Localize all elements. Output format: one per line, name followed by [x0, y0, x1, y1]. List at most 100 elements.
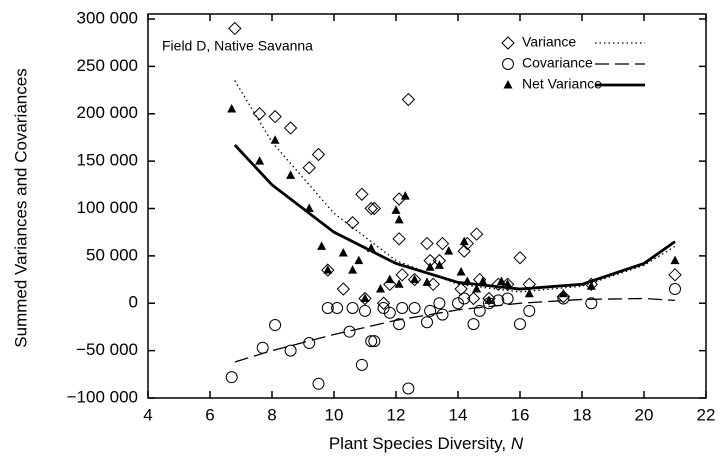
diamond-point	[336, 282, 351, 296]
triangle-point	[558, 288, 568, 298]
y-tick-label: 50 000	[86, 245, 138, 264]
circle-point	[514, 318, 526, 331]
circle-point	[359, 304, 371, 317]
x-tick-label: 4	[143, 405, 152, 424]
triangle-point	[360, 293, 370, 303]
triangle-point	[478, 276, 488, 285]
diamond-point	[283, 121, 298, 135]
fit-line	[234, 80, 676, 293]
y-tick-label: 250 000	[77, 56, 138, 75]
y-tick-label: 150 000	[77, 151, 138, 170]
triangle-point	[255, 156, 265, 165]
circle-point	[312, 377, 325, 390]
circle-point	[669, 283, 681, 296]
diamond-point	[252, 107, 267, 121]
legend-marker	[503, 80, 513, 89]
circle-point	[433, 297, 446, 310]
diamond-point	[392, 232, 406, 246]
triangle-point	[376, 284, 385, 293]
diamond-point	[268, 109, 282, 124]
circle-point	[492, 294, 505, 307]
x-tick-label: 12	[387, 405, 406, 424]
triangle-point	[354, 255, 364, 265]
x-tick-label: 8	[267, 405, 276, 424]
legend-label: Variance	[522, 34, 576, 50]
triangle-point	[385, 274, 395, 284]
triangle-point	[304, 203, 314, 212]
triangle-point	[394, 279, 404, 288]
triangle-point	[286, 170, 296, 179]
legend-marker	[501, 36, 515, 50]
triangle-point	[456, 266, 466, 276]
circle-point	[346, 301, 359, 314]
x-tick-label: 16	[511, 405, 530, 424]
circle-point	[256, 341, 269, 354]
circle-point	[436, 308, 449, 321]
x-tick-label: 14	[449, 405, 468, 424]
diamond-point	[376, 296, 391, 310]
diamond-point	[407, 272, 422, 287]
y-tick-label: 300 000	[77, 8, 138, 27]
diamond-point	[311, 147, 326, 162]
circle-point	[458, 292, 471, 305]
x-tick-label: 6	[205, 405, 214, 424]
legend-marker	[502, 58, 514, 70]
y-tick-label: −50 000	[76, 340, 138, 359]
triangle-point	[484, 295, 494, 304]
triangle-point	[462, 276, 472, 285]
triangle-point	[444, 246, 454, 255]
triangle-point	[434, 260, 444, 269]
x-axis-label-var: N	[511, 434, 524, 453]
triangle-point	[670, 255, 680, 265]
triangle-point	[394, 214, 404, 224]
circle-point	[377, 301, 390, 314]
triangle-point	[472, 284, 482, 293]
triangle-point	[270, 135, 280, 144]
circle-point	[269, 319, 282, 332]
circle-point	[343, 325, 356, 338]
triangle-point	[338, 248, 348, 257]
triangle-point	[503, 279, 513, 288]
y-tick-label: −100 000	[67, 387, 138, 406]
diamond-point	[367, 201, 382, 216]
x-tick-label: 10	[325, 405, 344, 424]
fit-line	[233, 144, 676, 291]
triangle-point	[317, 241, 327, 250]
diamond-point	[482, 291, 496, 306]
y-axis-label: Summed Variances and Covariances	[11, 68, 30, 347]
diamond-point	[355, 187, 369, 201]
diamond-point	[401, 92, 416, 107]
circle-point	[355, 358, 368, 371]
circle-point	[368, 335, 381, 348]
diamond-point	[321, 263, 335, 277]
y-tick-label: 0	[129, 293, 138, 312]
y-tick-label: 100 000	[77, 198, 138, 217]
triangle-point	[348, 265, 358, 274]
x-axis-label: Plant Species Diversity, N	[329, 434, 524, 453]
legend-label: Net Variance	[522, 76, 602, 92]
circle-point	[365, 335, 378, 348]
triangle-point	[422, 277, 432, 286]
triangle-point	[400, 191, 410, 200]
x-tick-label: 20	[635, 405, 654, 424]
y-tick-label: 200 000	[77, 103, 138, 122]
diamond-point	[435, 236, 450, 251]
diamond-point	[358, 291, 372, 306]
triangle-point	[410, 274, 420, 284]
x-tick-label: 18	[573, 405, 592, 424]
triangle-point	[425, 262, 435, 271]
diamond-point	[364, 201, 378, 216]
circle-point	[284, 344, 297, 357]
x-axis-label-text: Plant Species Diversity,	[329, 434, 506, 453]
circle-point	[501, 292, 514, 305]
legend-label: Covariance	[522, 55, 593, 71]
triangle-point	[323, 265, 333, 274]
diamond-point	[420, 236, 434, 251]
circle-point	[585, 297, 598, 310]
circle-point	[303, 337, 316, 350]
triangle-point	[366, 243, 376, 252]
circle-point	[331, 301, 344, 314]
diamond-point	[513, 251, 527, 265]
circle-point	[408, 301, 421, 314]
